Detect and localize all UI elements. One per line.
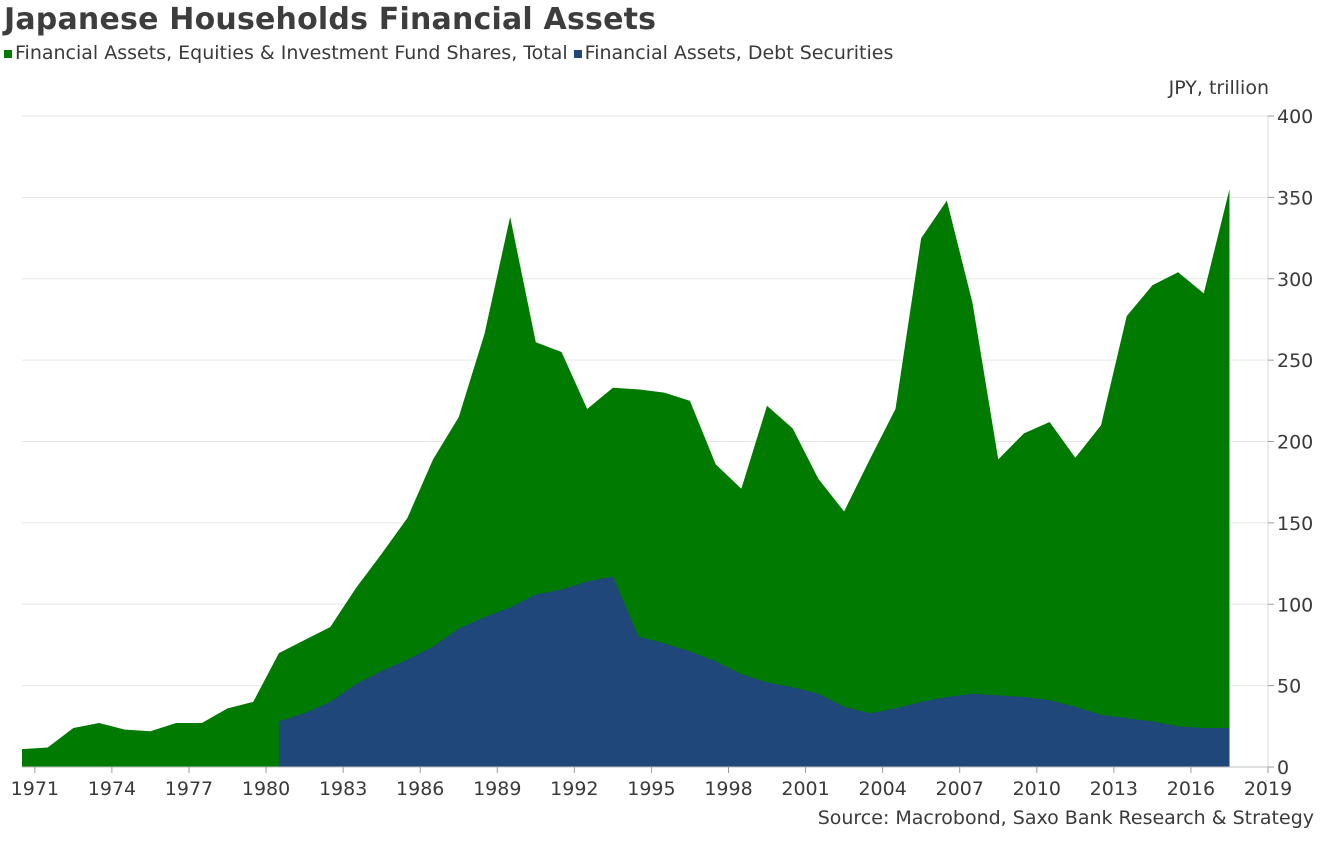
x-tick-label: 1989	[473, 778, 521, 800]
y-tick-label: 50	[1277, 676, 1301, 698]
x-tick-label: 1980	[242, 778, 290, 800]
x-tick-label: 2004	[858, 778, 906, 800]
y-tick-label: 250	[1277, 350, 1313, 372]
x-tick-label: 1998	[704, 778, 752, 800]
y-tick-label: 300	[1277, 269, 1313, 291]
y-tick-label: 150	[1277, 513, 1313, 535]
x-tick-label: 1983	[319, 778, 367, 800]
legend-label-equities: Financial Assets, Equities & Investment …	[15, 42, 568, 64]
x-tick-label: 2019	[1244, 778, 1292, 800]
y-axis-unit-label: JPY, trillion	[1168, 77, 1269, 99]
y-tick-label: 0	[1277, 757, 1289, 779]
y-tick-label: 400	[1277, 106, 1313, 128]
chart-title: Japanese Households Financial Assets	[4, 2, 657, 37]
x-tick-label: 2013	[1090, 778, 1138, 800]
y-tick-label: 100	[1277, 594, 1313, 616]
x-tick-label: 1974	[88, 778, 136, 800]
series-area-equities	[22, 189, 1230, 768]
x-tick-label: 2001	[781, 778, 829, 800]
x-tick-label: 1977	[165, 778, 213, 800]
x-tick-label: 2010	[1013, 778, 1061, 800]
legend-item-equities: Financial Assets, Equities & Investment …	[4, 42, 568, 64]
x-tick-label: 2007	[936, 778, 984, 800]
legend: Financial Assets, Equities & Investment …	[4, 42, 899, 64]
legend-label-debt: Financial Assets, Debt Securities	[584, 42, 894, 64]
x-tick-label: 1971	[11, 778, 59, 800]
y-tick-label: 350	[1277, 187, 1313, 209]
legend-swatch-equities	[4, 50, 12, 58]
x-tick-label: 1986	[396, 778, 444, 800]
y-tick-label: 200	[1277, 432, 1313, 454]
source-note: Source: Macrobond, Saxo Bank Research & …	[817, 807, 1314, 829]
legend-swatch-debt	[573, 50, 582, 58]
series-area-debt	[278, 576, 1230, 767]
legend-item-debt: Financial Assets, Debt Securities	[573, 42, 894, 64]
x-tick-label: 1995	[627, 778, 675, 800]
x-tick-label: 2016	[1167, 778, 1215, 800]
x-tick-label: 1992	[550, 778, 598, 800]
